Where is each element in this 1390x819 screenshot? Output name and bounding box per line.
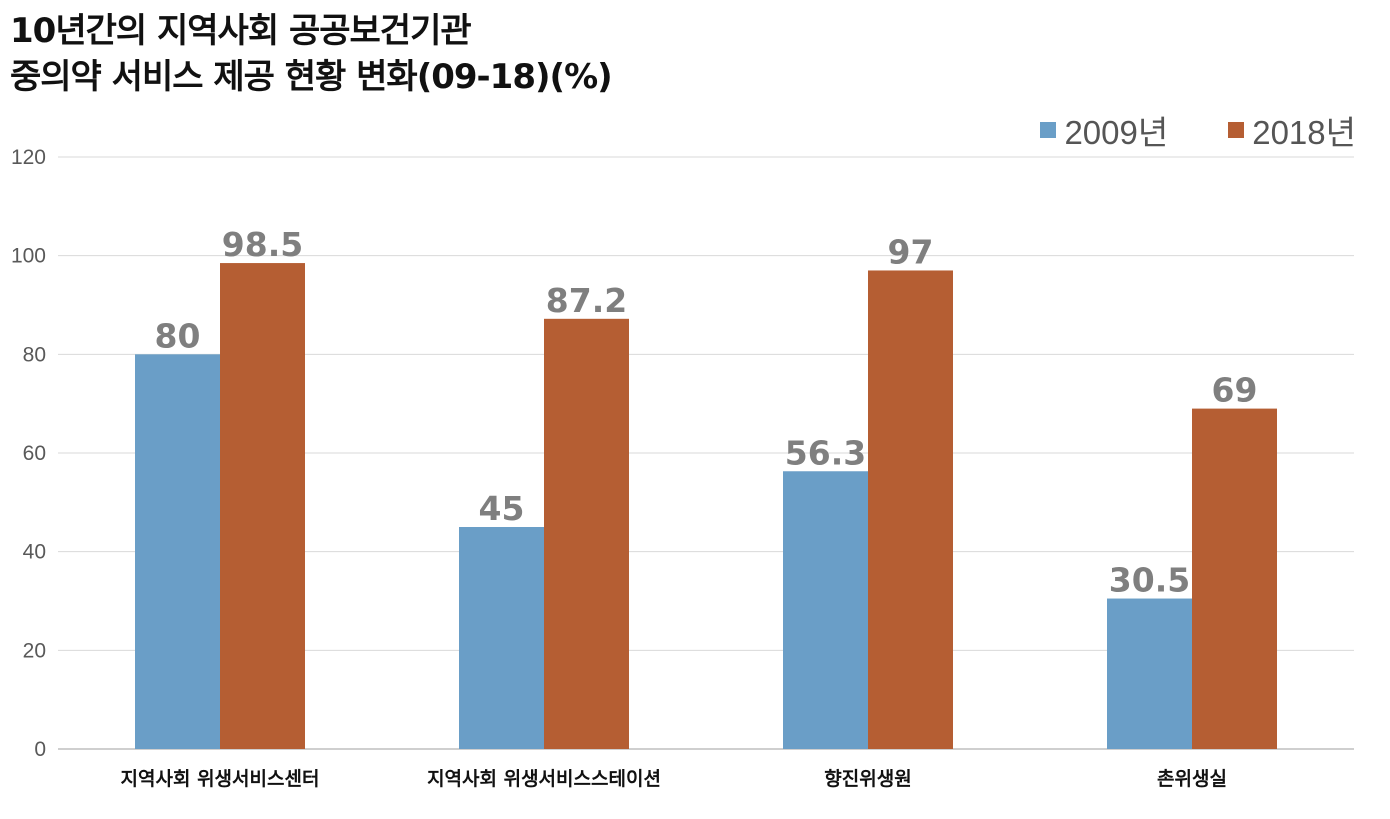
y-tick-label: 20: [23, 639, 46, 662]
data-label: 97: [888, 232, 934, 271]
y-tick-label: 0: [34, 738, 46, 761]
y-tick-label: 60: [23, 442, 46, 465]
y-tick-label: 120: [11, 146, 46, 169]
bar-2009: [135, 354, 220, 749]
data-label: 69: [1212, 371, 1258, 410]
bar-2018: [220, 263, 305, 749]
chart-title-line-2: 중의약 서비스 제공 현황 변화(09-18)(%): [10, 57, 613, 97]
y-tick-label: 80: [23, 343, 46, 366]
chart-title-line-1: 10년간의 지역사회 공공보건기관: [10, 11, 472, 51]
data-label: 30.5: [1109, 561, 1190, 600]
data-label: 87.2: [546, 281, 627, 320]
data-label: 98.5: [222, 225, 303, 264]
legend-label-2009: 2009년: [1064, 114, 1169, 151]
bar-2018: [544, 318, 629, 749]
legend-swatch-2009: [1040, 122, 1057, 138]
data-label: 45: [479, 489, 525, 528]
y-tick-label: 40: [23, 541, 46, 564]
chart-title: 10년간의 지역사회 공공보건기관 중의약 서비스 제공 현황 변화(09-18…: [10, 8, 613, 100]
chart-legend: 2009년 2018년: [1040, 106, 1356, 154]
bar-2018: [1192, 408, 1277, 749]
x-category-label: 촌위생실: [1157, 768, 1227, 790]
x-category-label: 지역사회 위생서비스센터: [121, 768, 320, 790]
legend-swatch-2018: [1228, 122, 1245, 138]
y-tick-label: 100: [11, 245, 46, 268]
legend-item-2018: 2018년: [1228, 106, 1356, 154]
bar-2009: [783, 471, 868, 749]
x-category-label: 지역사회 위생서비스스테이션: [427, 768, 661, 790]
bar-2018: [868, 270, 953, 749]
legend-item-2009: 2009년: [1040, 106, 1168, 154]
bar-2009: [1107, 598, 1192, 749]
data-label: 56.3: [785, 433, 866, 472]
x-category-label: 향진위생원: [824, 768, 911, 790]
bar-2009: [459, 527, 544, 749]
legend-label-2018: 2018년: [1252, 114, 1356, 151]
data-label: 80: [155, 316, 201, 355]
